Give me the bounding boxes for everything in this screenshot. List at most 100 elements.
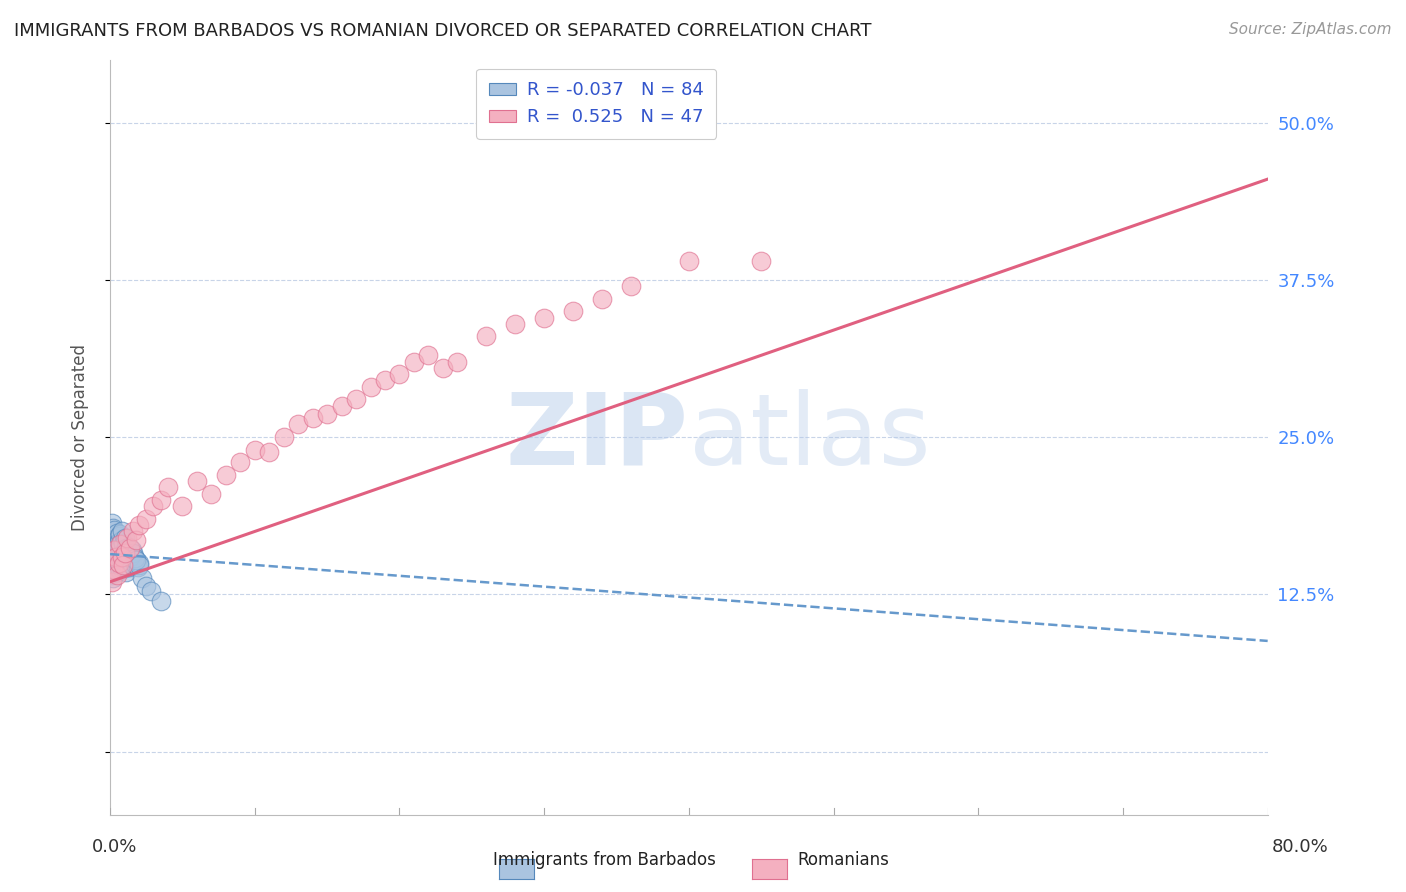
Point: [127, 559, 149, 574]
Point: [117, 546, 139, 560]
Point: [374, 374, 396, 388]
Point: [316, 408, 339, 422]
Text: 0.0%: 0.0%: [91, 838, 136, 855]
Point: [108, 541, 131, 555]
Point: [139, 583, 162, 598]
Point: [120, 549, 142, 564]
Point: [124, 550, 146, 565]
Point: [103, 523, 125, 537]
Point: [103, 559, 125, 574]
Point: [172, 500, 194, 514]
Point: [149, 593, 172, 607]
Point: [446, 354, 468, 368]
Point: [131, 571, 153, 585]
Text: 80.0%: 80.0%: [1272, 838, 1329, 855]
Point: [104, 549, 127, 564]
Point: [149, 493, 172, 508]
Point: [112, 546, 135, 560]
Point: [418, 348, 440, 362]
Y-axis label: Divorced or Separated: Divorced or Separated: [72, 343, 89, 531]
Point: [118, 552, 141, 566]
Point: [108, 550, 131, 565]
Point: [112, 552, 135, 566]
Point: [101, 566, 124, 580]
Text: Romanians: Romanians: [797, 851, 890, 869]
Point: [112, 557, 135, 571]
Point: [402, 354, 425, 368]
Point: [111, 555, 134, 569]
Point: [115, 558, 138, 573]
Point: [118, 559, 141, 574]
Point: [111, 533, 134, 548]
Point: [121, 558, 143, 573]
Point: [107, 534, 129, 549]
Point: [101, 521, 124, 535]
Point: [142, 500, 165, 514]
Point: [432, 360, 454, 375]
Point: [620, 279, 643, 293]
Point: [118, 540, 141, 554]
Point: [105, 553, 128, 567]
Text: Source: ZipAtlas.com: Source: ZipAtlas.com: [1229, 22, 1392, 37]
Point: [105, 568, 128, 582]
Point: [200, 486, 222, 500]
Point: [114, 561, 136, 575]
Point: [103, 565, 125, 579]
Legend: R = -0.037   N = 84, R =  0.525   N = 47: R = -0.037 N = 84, R = 0.525 N = 47: [477, 69, 716, 139]
Point: [115, 565, 138, 579]
Point: [125, 553, 148, 567]
Point: [591, 292, 613, 306]
Point: [112, 537, 135, 551]
Point: [114, 546, 136, 560]
Point: [107, 552, 129, 566]
Point: [114, 543, 136, 558]
Point: [120, 555, 142, 569]
Point: [115, 541, 138, 555]
Point: [103, 553, 125, 567]
Point: [128, 558, 150, 573]
Point: [101, 562, 124, 576]
Point: [117, 556, 139, 570]
Point: [229, 455, 252, 469]
Text: ZIP: ZIP: [506, 389, 689, 485]
Point: [156, 480, 179, 494]
Point: [100, 568, 122, 582]
Point: [122, 524, 145, 539]
Point: [104, 558, 127, 573]
Point: [124, 557, 146, 571]
Point: [101, 571, 124, 585]
Point: [108, 527, 131, 541]
Point: [107, 529, 129, 543]
Point: [105, 565, 128, 579]
Point: [301, 411, 323, 425]
Point: [388, 367, 411, 381]
Point: [120, 541, 142, 555]
Point: [111, 547, 134, 561]
Point: [112, 558, 135, 573]
Point: [121, 543, 143, 558]
Point: [105, 546, 128, 560]
Text: Immigrants from Barbados: Immigrants from Barbados: [494, 851, 716, 869]
Point: [135, 578, 157, 592]
Point: [103, 532, 125, 546]
Text: IMMIGRANTS FROM BARBADOS VS ROMANIAN DIVORCED OR SEPARATED CORRELATION CHART: IMMIGRANTS FROM BARBADOS VS ROMANIAN DIV…: [14, 22, 872, 40]
Point: [117, 549, 139, 563]
Point: [128, 556, 150, 570]
Point: [100, 516, 122, 530]
Point: [562, 304, 585, 318]
Point: [117, 531, 139, 545]
Point: [678, 254, 700, 268]
Point: [503, 317, 526, 331]
Point: [114, 553, 136, 567]
Point: [100, 533, 122, 548]
Point: [101, 528, 124, 542]
Point: [105, 559, 128, 574]
Point: [186, 474, 208, 488]
Point: [105, 525, 128, 540]
Point: [330, 399, 353, 413]
Point: [114, 549, 136, 564]
Point: [360, 380, 382, 394]
Point: [111, 524, 134, 539]
Point: [125, 533, 148, 548]
Point: [100, 524, 122, 539]
